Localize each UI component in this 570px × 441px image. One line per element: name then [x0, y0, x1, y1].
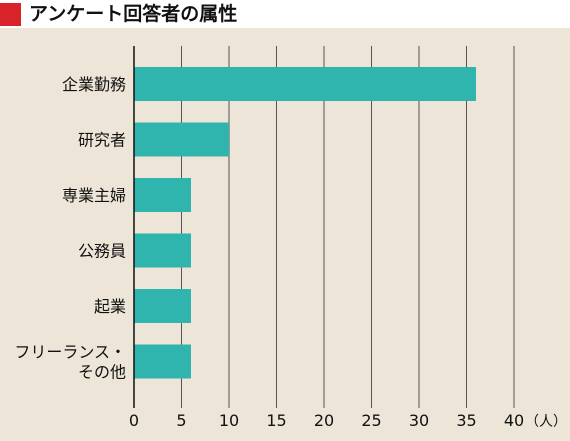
- bar-1: [134, 67, 476, 101]
- bar-2: [134, 122, 229, 157]
- x-tick-label-40: 40: [504, 411, 524, 430]
- chart-area: 企業勤務研究者専業主婦公務員起業フリーランス・ その他 0 5 10 15 20 25 30 35…: [0, 28, 570, 441]
- x-tick-label-35: 35: [456, 411, 476, 430]
- category-label-5: 起業: [94, 297, 126, 316]
- category-label-3: 専業主婦: [62, 186, 126, 205]
- header-accent-marker: [0, 3, 21, 26]
- bar-4: [134, 233, 191, 268]
- category-label-1: 企業勤務: [62, 75, 126, 94]
- x-tick-label-30: 30: [409, 411, 429, 430]
- bar-5: [134, 289, 191, 323]
- x-axis-unit-label: （人）: [525, 414, 567, 430]
- category-label-4: 公務員: [78, 242, 126, 261]
- category-label-6-line-1: フリーランス・: [14, 343, 126, 362]
- x-tick-label-5: 5: [176, 411, 186, 430]
- x-tick-label-10: 10: [219, 411, 239, 430]
- x-tick-label-20: 20: [314, 411, 334, 430]
- bar-6: [134, 344, 191, 379]
- category-label-2: 研究者: [78, 131, 126, 150]
- x-tick-label-0: 0: [129, 411, 139, 430]
- chart-title: アンケート回答者の属性: [29, 3, 238, 25]
- x-tick-label-25: 25: [361, 411, 381, 430]
- bar-3: [134, 178, 191, 212]
- x-tick-label-15: 15: [266, 411, 286, 430]
- category-label-6-line-2: その他: [78, 363, 126, 382]
- chart-header: アンケート回答者の属性: [0, 0, 570, 28]
